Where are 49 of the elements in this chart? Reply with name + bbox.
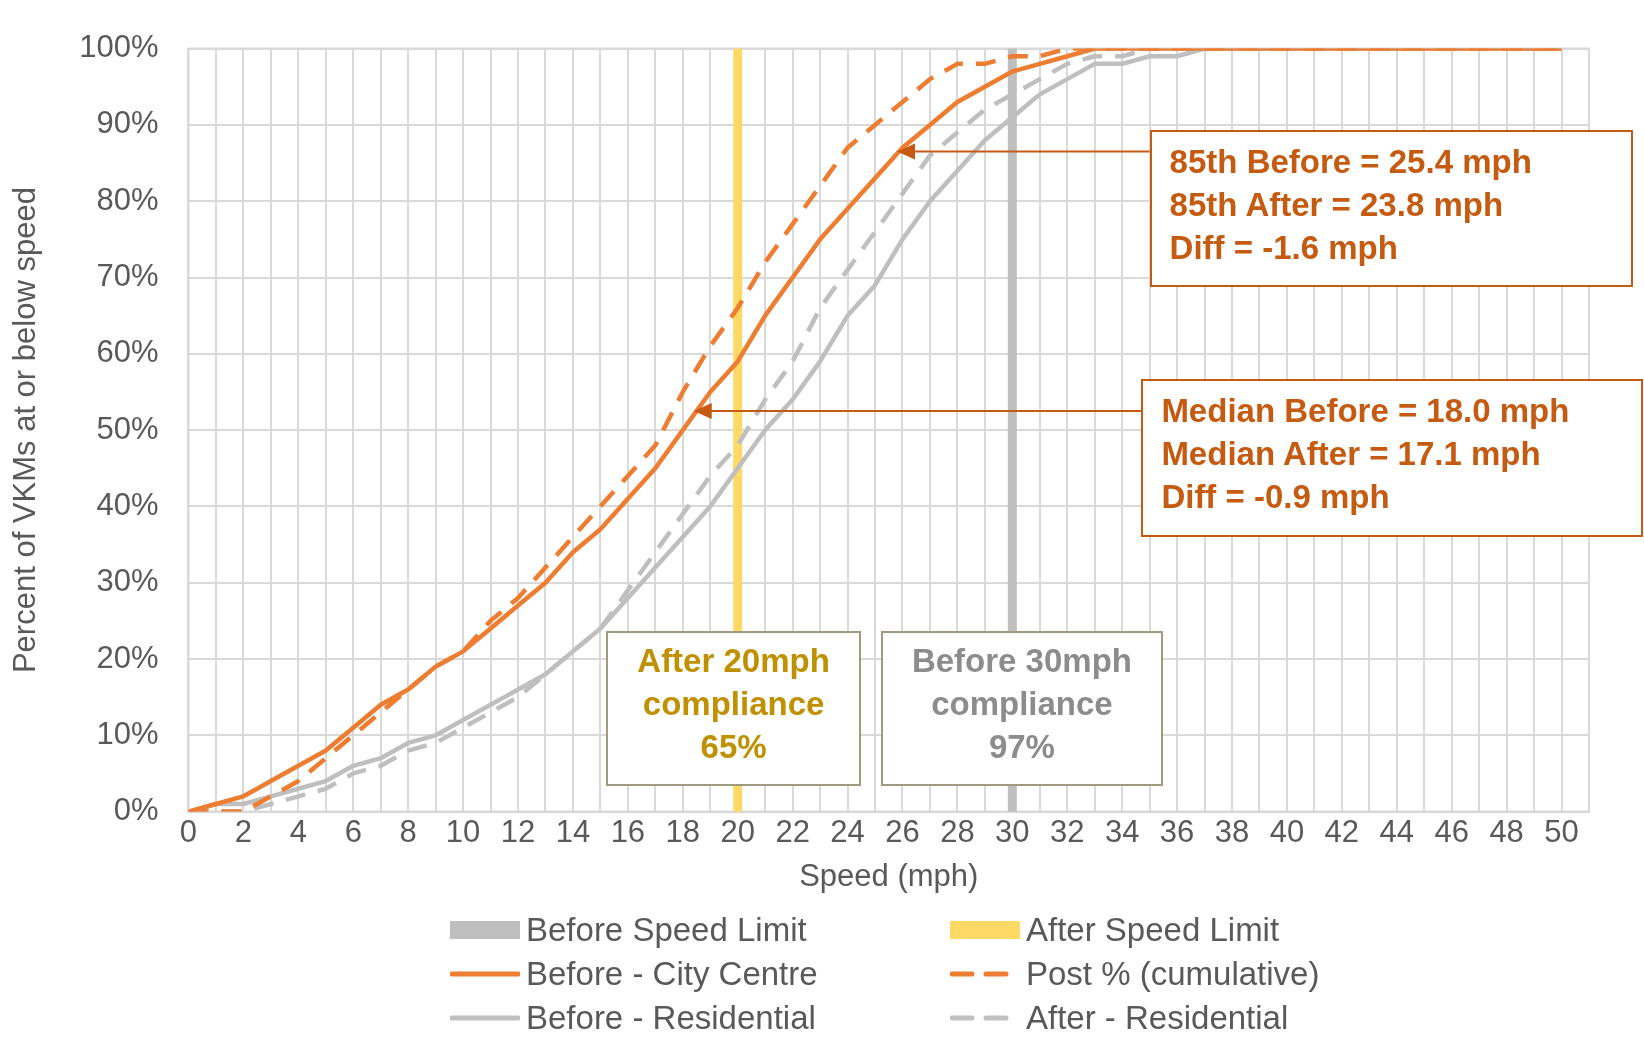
x-tick-label: 42: [1324, 813, 1360, 849]
x-tick-label: 22: [775, 813, 810, 849]
legend-label: After Speed Limit: [1026, 910, 1280, 950]
y-tick-label: 40%: [96, 486, 159, 522]
x-tick-label: 14: [555, 813, 591, 849]
x-tick-label: 34: [1104, 813, 1140, 849]
x-tick-label: 38: [1214, 813, 1250, 849]
callout-box: Before 30mph compliance 97%: [880, 630, 1164, 787]
y-tick-label: 50%: [96, 410, 159, 446]
y-tick-label: 30%: [96, 563, 159, 599]
y-tick-label: 10%: [96, 715, 159, 751]
y-tick-label: 90%: [96, 105, 159, 141]
x-axis-title: Speed (mph): [799, 857, 979, 893]
y-tick-label: 60%: [96, 334, 159, 370]
x-tick-label: 24: [830, 813, 865, 849]
x-tick-label: 18: [665, 813, 701, 849]
x-tick-label: 44: [1379, 813, 1415, 849]
legend-label: Before - City Centre: [526, 954, 818, 994]
x-tick-label: 12: [500, 813, 536, 849]
x-tick-label: 8: [399, 813, 417, 849]
legend-label: Post % (cumulative): [1026, 954, 1320, 994]
x-tick-label: 20: [720, 813, 755, 849]
x-tick-label: 28: [940, 813, 975, 849]
x-tick-label: 32: [1050, 813, 1085, 849]
y-tick-label: 20%: [96, 639, 159, 675]
x-tick-label: 46: [1434, 813, 1469, 849]
y-tick-label: 0%: [113, 792, 159, 828]
y-tick-label: 100%: [79, 29, 159, 65]
x-tick-label: 26: [885, 813, 920, 849]
legend-label: Before - Residential: [526, 998, 816, 1038]
legend-label: After - Residential: [1026, 998, 1289, 1038]
y-tick-label: 70%: [96, 258, 159, 294]
x-tick-label: 0: [179, 813, 198, 849]
x-tick-label: 16: [610, 813, 646, 849]
y-axis-title: Percent of VKMs at or below speed: [7, 187, 43, 674]
x-tick-label: 48: [1489, 813, 1524, 849]
x-tick-label: 30: [995, 813, 1030, 849]
x-tick-label: 40: [1269, 813, 1305, 849]
x-tick-label: 6: [344, 813, 362, 849]
x-tick-label: 10: [445, 813, 481, 849]
callout-box: Median Before = 18.0 mph Median After = 17.1 mph Diff = -0.9 mph: [1141, 378, 1643, 537]
callout-box: After 20mph compliance 65%: [605, 630, 862, 787]
x-tick-label: 36: [1159, 813, 1195, 849]
x-tick-label: 4: [289, 813, 307, 849]
y-tick-label: 80%: [96, 181, 159, 217]
legend-label: Before Speed Limit: [526, 910, 807, 950]
x-tick-label: 50: [1544, 813, 1579, 849]
callout-box: 85th Before = 25.4 mph 85th After = 23.8 mph Diff = -1.6 mph: [1149, 130, 1633, 288]
x-tick-label: 2: [234, 813, 253, 849]
